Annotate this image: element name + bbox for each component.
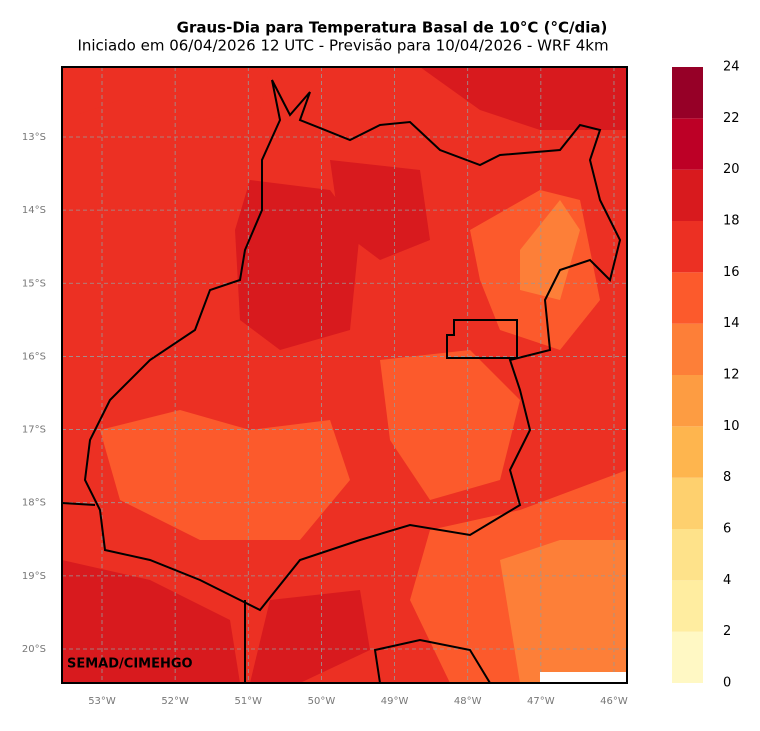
colorbar-tick-label: 8 — [723, 470, 731, 485]
colorbar-segment — [672, 118, 703, 170]
colorbar-segment — [672, 631, 703, 683]
colorbar-tick-label: 6 — [723, 522, 731, 537]
colorbar-segment — [672, 221, 703, 273]
colorbar-tick-label: 22 — [723, 111, 740, 126]
lat-label: 19°S — [22, 571, 46, 582]
colorbar-segment — [672, 323, 703, 375]
lat-label: 14°S — [22, 205, 46, 216]
lat-label: 15°S — [22, 278, 46, 289]
colorbar-tick-label: 20 — [723, 162, 740, 177]
lon-label: 49°W — [381, 696, 409, 707]
graticule: 13°S 14°S 15°S 16°S 17°S 18°S 19°S 20°S 53°W 52°W… — [22, 67, 628, 707]
title: Graus-Dia para Temperatura Basal de 10°C… — [177, 19, 608, 37]
map-frame — [61, 66, 628, 684]
lon-label: 50°W — [308, 696, 336, 707]
lon-label: 51°W — [234, 696, 262, 707]
lat-label: 18°S — [22, 498, 46, 509]
colorbar-tick-label: 4 — [723, 573, 731, 588]
colorbar-tick-label: 0 — [723, 676, 731, 691]
colorbar-segment — [672, 169, 703, 221]
colorbar-segment — [672, 477, 703, 529]
colorbar-segment — [672, 529, 703, 581]
colorbar-segment — [672, 375, 703, 427]
state-border — [62, 79, 627, 683]
colorbar-tick-label: 24 — [723, 60, 740, 75]
colorbar-tick-label: 14 — [723, 316, 740, 331]
colorbar-tick-label: 10 — [723, 419, 740, 434]
credit: SEMAD/CIMEHGO — [67, 657, 193, 672]
colorbar-segment — [672, 426, 703, 478]
map-field — [62, 67, 627, 683]
colorbar-segment — [672, 580, 703, 632]
lat-label: 16°S — [22, 351, 46, 362]
lat-label: 13°S — [22, 132, 46, 143]
subtitle: Iniciado em 06/04/2026 12 UTC - Previsão… — [77, 37, 608, 55]
lon-label: 53°W — [88, 696, 116, 707]
lon-label: 47°W — [527, 696, 555, 707]
colorbar-segment — [672, 67, 703, 119]
colorbar-tick-label: 2 — [723, 624, 731, 639]
colorbar-tick-label: 18 — [723, 214, 740, 229]
colorbar-tick-label: 16 — [723, 265, 740, 280]
lat-label: 20°S — [22, 644, 46, 655]
lat-label: 17°S — [22, 425, 46, 436]
colorbar-tick-label: 12 — [723, 368, 740, 383]
lon-label: 46°W — [600, 696, 628, 707]
lon-label: 48°W — [454, 696, 482, 707]
colorbar-segment — [672, 272, 703, 324]
lon-label: 52°W — [161, 696, 189, 707]
